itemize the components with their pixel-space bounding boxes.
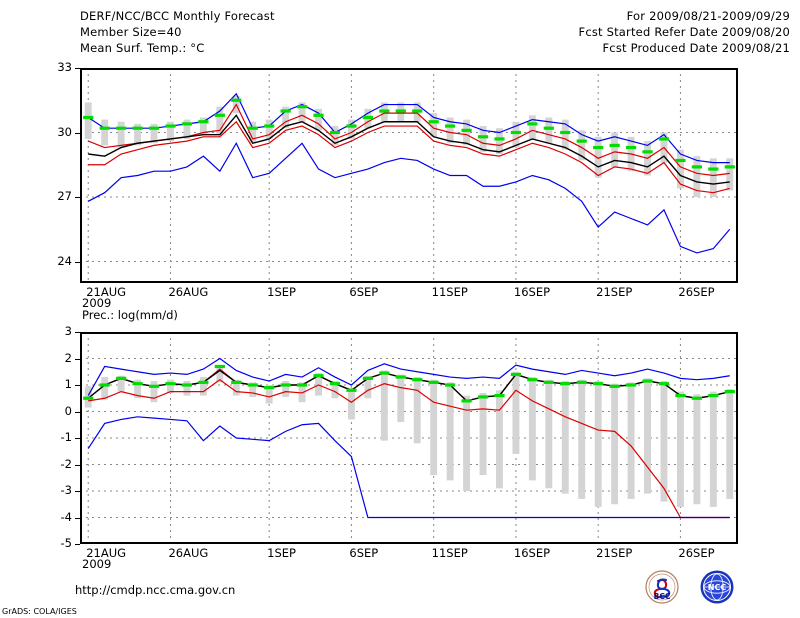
- temperature-year-label: 2009: [82, 296, 112, 310]
- temperature-x-tick-label: 6SEP: [349, 285, 379, 299]
- precipitation-x-tick-label: 26AUG: [168, 546, 209, 560]
- header-member-size: Member Size=40: [80, 25, 182, 39]
- temperature-x-tick-label: 16SEP: [513, 285, 551, 299]
- precipitation-x-tick-label: 11SEP: [431, 546, 468, 560]
- precipitation-plot-frame: [80, 332, 738, 544]
- precipitation-y-tick-label: -1: [60, 430, 72, 444]
- footer-logos: BCC NCC: [645, 570, 750, 604]
- temperature-plot-svg: [80, 68, 738, 283]
- precipitation-x-tick-label: 21AUG: [86, 546, 127, 560]
- temperature-y-tick-mark: [75, 68, 80, 69]
- header-produced-date: Fcst Produced Date 2009/08/21: [602, 41, 790, 55]
- precipitation-y-tick-label: -2: [60, 456, 72, 471]
- header-title: DERF/NCC/BCC Monthly Forecast: [80, 9, 275, 23]
- precipitation-y-tick-mark: [75, 385, 80, 386]
- header-forecast-range: For 2009/08/21-2009/09/29: [626, 9, 790, 23]
- precipitation-y-tick-mark: [75, 464, 80, 466]
- svg-text:BCC: BCC: [654, 592, 671, 601]
- precipitation-y-tick-mark: [75, 411, 80, 413]
- temperature-y-tick-label: 33: [57, 60, 72, 74]
- precipitation-y-tick-label: 0: [64, 403, 72, 418]
- temperature-y-tick-label: 30: [57, 124, 72, 139]
- precipitation-y-tick-label: 3: [64, 324, 72, 338]
- bcc-logo-icon: BCC: [645, 570, 679, 604]
- precipitation-y-tick-label: 1: [64, 377, 72, 391]
- temperature-x-tick-label: 11SEP: [431, 285, 468, 299]
- precipitation-x-tick-label: 6SEP: [349, 546, 379, 560]
- temperature-x-tick-label: 21SEP: [596, 285, 633, 299]
- header-variable: Mean Surf. Temp.: °C: [80, 41, 205, 55]
- temperature-y-tick-label: 27: [57, 189, 72, 203]
- precipitation-plot-svg: [80, 332, 738, 544]
- precipitation-y-tick-mark: [75, 332, 80, 333]
- footer-grads: GrADS: COLA/IGES: [2, 607, 77, 616]
- precipitation-x-tick-label: 1SEP: [267, 546, 296, 560]
- precipitation-y-tick-label: 2: [64, 350, 72, 365]
- precipitation-y-tick-mark: [75, 358, 80, 360]
- precipitation-chart: [80, 332, 738, 544]
- precipitation-x-tick-label: 16SEP: [513, 546, 551, 560]
- header-right-block: For 2009/08/21-2009/09/29 Fcst Started R…: [579, 8, 791, 56]
- temperature-x-tick-label: 26AUG: [168, 285, 209, 299]
- precipitation-y-tick-mark: [75, 491, 80, 492]
- precipitation-y-tick-mark: [75, 438, 80, 439]
- svg-text:NCC: NCC: [708, 583, 727, 592]
- precipitation-year-label: 2009: [82, 557, 112, 571]
- temperature-x-tick-label: 1SEP: [267, 285, 296, 299]
- precipitation-y-tick-label: -4: [60, 509, 72, 524]
- precipitation-y-tick-label: -5: [60, 536, 72, 550]
- temperature-x-tick-label: 26SEP: [678, 285, 715, 299]
- agency-logos-svg: BCC NCC: [645, 570, 734, 604]
- temperature-plot-frame: [80, 68, 738, 283]
- temperature-chart: [80, 68, 738, 283]
- precipitation-y-tick-mark: [75, 517, 80, 519]
- temperature-x-tick-label: 21AUG: [86, 285, 127, 299]
- figure-header: DERF/NCC/BCC Monthly Forecast Member Siz…: [0, 0, 800, 62]
- temperature-y-tick-label: 24: [57, 253, 72, 268]
- footer-url[interactable]: http://cmdp.ncc.cma.gov.cn: [75, 583, 236, 597]
- temperature-y-tick-mark: [75, 261, 80, 263]
- temperature-y-tick-mark: [75, 132, 80, 134]
- precipitation-x-tick-label: 26SEP: [678, 546, 715, 560]
- ncc-logo-icon: NCC: [700, 570, 734, 604]
- precipitation-y-tick-label: -3: [60, 483, 72, 497]
- precipitation-axis-caption: Prec.: log(mm/d): [82, 308, 178, 322]
- header-started-date: Fcst Started Refer Date 2009/08/20: [578, 25, 790, 39]
- precipitation-x-tick-label: 21SEP: [596, 546, 633, 560]
- header-left-block: DERF/NCC/BCC Monthly Forecast Member Siz…: [80, 8, 275, 56]
- temperature-y-tick-mark: [75, 197, 80, 198]
- precipitation-y-tick-mark: [75, 544, 80, 545]
